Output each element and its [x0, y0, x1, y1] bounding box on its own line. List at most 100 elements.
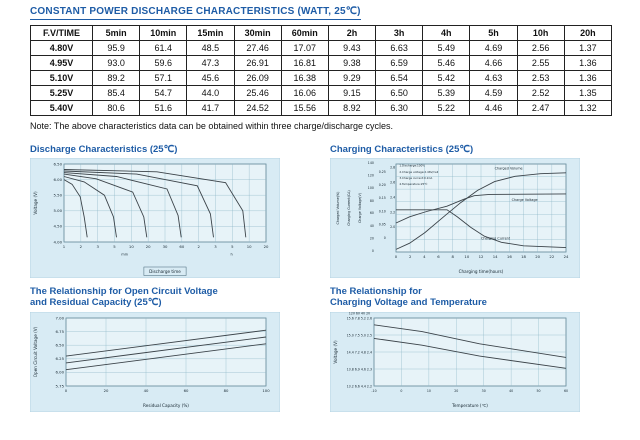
- svg-text:Voltage (V): Voltage (V): [333, 340, 338, 364]
- chart-title-line: Discharge Characteristics (25℃): [30, 144, 178, 155]
- table-cell: 85.4: [91, 85, 141, 101]
- svg-text:2: 2: [197, 244, 200, 249]
- svg-text:7.00: 7.00: [56, 315, 65, 320]
- svg-text:6.50: 6.50: [54, 162, 63, 167]
- table-cell: 80.6: [91, 100, 141, 116]
- svg-text:20: 20: [146, 244, 151, 249]
- svg-text:60: 60: [370, 212, 374, 216]
- chart-title-line: The Relationship for Open Circuit Voltag…: [30, 286, 218, 297]
- svg-text:40: 40: [509, 389, 513, 393]
- table-cell: 15.56: [280, 100, 329, 116]
- table-cell: 61.4: [139, 40, 188, 56]
- table-cell: 27.46: [233, 40, 282, 56]
- ocv-capacity-chart: 0 20 40 60 80 100 7.00 6.75 6.50 6.25 6.00 5.75 Open…: [30, 311, 312, 412]
- svg-text:0.10: 0.10: [379, 210, 386, 214]
- svg-text:10: 10: [129, 244, 134, 249]
- table-cell: 17.07: [280, 40, 329, 56]
- discharge-characteristics-chart: 1 2 3 5 10 20 30 60 2 3 5 10 20 6.50 6.00 5.50 5.00 4.50 4…: [30, 158, 312, 279]
- svg-text:120: 120: [368, 174, 374, 178]
- svg-text:60: 60: [564, 389, 568, 393]
- table-cell: 2.55: [516, 55, 565, 71]
- svg-text:30: 30: [163, 244, 168, 249]
- open-circuit-voltage-vs-residual-capacity-plot: 0 20 40 60 80 100 7.00 6.75 6.50 6.25 6.00 5.75 Open…: [30, 311, 280, 412]
- svg-text:8: 8: [451, 254, 454, 259]
- svg-text:Charging Current(CA): Charging Current(CA): [347, 191, 351, 226]
- svg-text:60: 60: [184, 388, 189, 393]
- svg-text:60: 60: [179, 244, 184, 249]
- svg-text:5: 5: [113, 244, 116, 249]
- svg-text:1.Discharge:100%: 1.Discharge:100%: [399, 164, 425, 168]
- svg-text:0: 0: [372, 249, 374, 253]
- svg-text:0: 0: [384, 236, 386, 240]
- table-row: 5.25V 85.4 54.7 44.0 25.46 16.06 9.15 6.50 5.39 4…: [30, 85, 613, 101]
- svg-text:20: 20: [104, 388, 109, 393]
- svg-text:2.4: 2.4: [390, 196, 395, 200]
- column-header: 10min: [139, 25, 188, 41]
- table-cell: 9.29: [327, 70, 377, 86]
- svg-text:3: 3: [214, 244, 217, 249]
- chart-title-line: The Relationship for: [330, 286, 422, 297]
- table-cell: 16.06: [280, 85, 329, 101]
- svg-text:0.25: 0.25: [379, 170, 386, 174]
- discharge-characteristics-plot: 1 2 3 5 10 20 30 60 2 3 5 10 20 6.50 6.00 5.50 5.00 4.50 4…: [30, 158, 280, 279]
- svg-text:5.50: 5.50: [54, 193, 63, 198]
- svg-text:18: 18: [521, 254, 526, 259]
- charging-characteristics-chart: 0 2 4 6 8 10 12 14 16 18 20 22 24 Charging time(hours…: [330, 158, 612, 279]
- table-row: 4.95V 93.0 59.6 47.3 26.91 16.81 9.38 6.59 5.46 4…: [30, 55, 613, 71]
- svg-text:15.6 7.8 5.2 2.6: 15.6 7.8 5.2 2.6: [347, 316, 372, 320]
- table-cell: 2.56: [516, 40, 565, 56]
- svg-text:16: 16: [507, 254, 512, 259]
- svg-text:14.4 7.2 4.8 2.4: 14.4 7.2 4.8 2.4: [347, 350, 372, 354]
- svg-text:2.8: 2.8: [390, 166, 395, 170]
- table-cell: 9.38: [327, 55, 377, 71]
- table-note: Note: The above characteristics data can…: [30, 121, 394, 131]
- chart-section-discharge: Discharge Characteristics (25℃) 1 2 3 5 10 20…: [30, 144, 312, 279]
- chart-title-line: Charging Characteristics (25℃): [330, 144, 474, 155]
- table-cell: 26.91: [233, 55, 282, 71]
- table-cell: 1.32: [563, 100, 613, 116]
- svg-text:20: 20: [535, 254, 540, 259]
- chart-section-charging: Charging Characteristics (25℃) 0 2 4 6 8 10 12…: [330, 144, 612, 279]
- chart-title-discharge: Discharge Characteristics (25℃): [30, 144, 312, 155]
- table-cell: 4.66: [469, 55, 518, 71]
- column-header: 10h: [516, 25, 565, 41]
- table-cell: 9.43: [327, 40, 377, 56]
- table-row: 5.40V 80.6 51.6 41.7 24.52 15.56 8.92 6.30 5.22 4…: [30, 100, 613, 116]
- svg-text:Charge Voltage: Charge Voltage: [512, 198, 538, 202]
- svg-text:0: 0: [395, 254, 398, 259]
- svg-text:6.75: 6.75: [56, 329, 65, 334]
- table-cell: 4.59: [469, 85, 518, 101]
- svg-text:10: 10: [427, 389, 431, 393]
- table-cell: 5.39: [422, 85, 471, 101]
- column-header: 15min: [186, 25, 235, 41]
- table-cell: 2.47: [516, 100, 565, 116]
- svg-text:80: 80: [370, 199, 374, 203]
- column-header: 2h: [327, 25, 377, 41]
- chart-title-line: and Residual Capacity (25℃): [30, 297, 162, 309]
- svg-text:Residual Capacity (%): Residual Capacity (%): [143, 403, 189, 408]
- table-cell: 89.2: [91, 70, 141, 86]
- table-cell: 8.92: [327, 100, 377, 116]
- chart-section-ocv-capacity: The Relationship for Open Circuit Voltag…: [30, 286, 312, 412]
- table-cell: 1.35: [563, 85, 613, 101]
- svg-text:2.6: 2.6: [390, 181, 395, 185]
- table-row: 5.10V 89.2 57.1 45.6 26.09 16.38 9.29 6.54 5.42 4…: [30, 70, 613, 86]
- svg-text:3.Charge current:0.1CA: 3.Charge current:0.1CA: [399, 176, 432, 180]
- table-cell: 2.52: [516, 85, 565, 101]
- svg-text:Temperature (℃): Temperature (℃): [451, 403, 488, 408]
- table-cell: 5.22: [422, 100, 471, 116]
- svg-text:6.00: 6.00: [54, 177, 63, 182]
- svg-text:Charged Volume(%): Charged Volume(%): [336, 192, 340, 225]
- svg-text:20: 20: [264, 244, 269, 249]
- svg-text:Charging time(hours): Charging time(hours): [459, 269, 504, 274]
- table-cell: 4.63: [469, 70, 518, 86]
- svg-text:2: 2: [409, 254, 412, 259]
- svg-text:10: 10: [247, 244, 252, 249]
- table-cell: 54.7: [139, 85, 188, 101]
- svg-text:20: 20: [370, 237, 374, 241]
- table-cell: 1.36: [563, 55, 613, 71]
- svg-text:Open Circuit Voltage (V): Open Circuit Voltage (V): [33, 326, 38, 377]
- column-header: 20h: [563, 25, 613, 41]
- row-header: 5.10V: [30, 70, 93, 86]
